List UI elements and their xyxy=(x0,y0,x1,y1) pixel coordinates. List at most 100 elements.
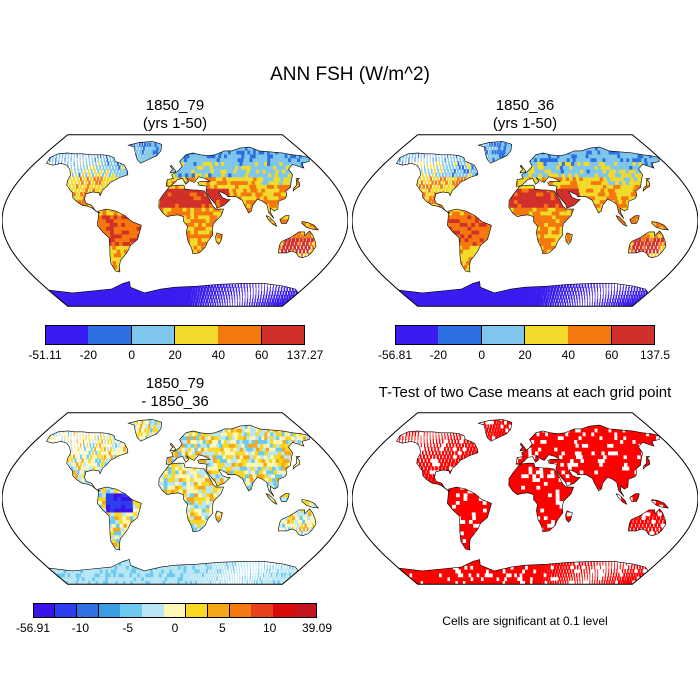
coastline-eurasia xyxy=(515,424,660,497)
panel2-title-line2: (yrs 1-50) xyxy=(492,115,558,132)
colorbar-swatch xyxy=(142,603,165,618)
colorbar-swatch xyxy=(164,603,187,618)
coastline-australia xyxy=(277,508,317,537)
colorbar-tick-label: 137.5 xyxy=(639,348,671,362)
coastline-newguinea xyxy=(301,221,320,231)
coastline-antarctica xyxy=(47,281,299,307)
colorbar-swatch xyxy=(131,325,176,345)
colorbar-swatch xyxy=(120,603,143,618)
significance-note: Cells are significant at 0.1 level xyxy=(442,614,608,628)
colorbar-tick-label: -20 xyxy=(429,348,447,362)
coastline-japan xyxy=(292,456,301,470)
coastline-madagascar xyxy=(215,232,223,245)
colorbar-swatch xyxy=(229,603,252,618)
panel4-title: T-Test of two Case means at each grid po… xyxy=(378,384,672,401)
colorbar-tick-label: -5 xyxy=(122,621,133,635)
map-border xyxy=(352,134,698,307)
coastline-greenland xyxy=(127,141,163,164)
coastline-greenland xyxy=(477,419,513,442)
map-border xyxy=(2,412,348,585)
coastline-newguinea xyxy=(651,499,670,509)
map-panel-1850-36 xyxy=(352,134,698,307)
coastline-southAmerica xyxy=(446,208,492,273)
coastline-northAmerica xyxy=(46,152,129,214)
colorbar-tick-label: -56.91 xyxy=(15,621,51,635)
coastline-borneo xyxy=(629,493,640,502)
coastline-japan xyxy=(642,456,651,470)
colorbar-swatch xyxy=(273,603,296,618)
coastline-northAmerica xyxy=(396,430,479,492)
coastline-greenland xyxy=(477,141,513,164)
colorbar-tick-label: 0 xyxy=(171,621,179,635)
colorbar-swatch xyxy=(98,603,121,618)
panel3-title: 1850_79 - 1850_36 xyxy=(0,375,350,411)
coastline-borneo xyxy=(629,215,640,224)
map-panel-ttest xyxy=(352,412,698,585)
coastline-madagascar xyxy=(565,510,573,523)
coastline-eurasia xyxy=(165,424,310,497)
colorbar-tick-label: 10 xyxy=(262,621,277,635)
coastline-newguinea xyxy=(651,221,670,231)
colorbar-tick-label: 20 xyxy=(168,348,182,362)
coastline-africa xyxy=(508,462,575,533)
panel2-title: 1850_36 (yrs 1-50) xyxy=(350,97,700,133)
colorbar-swatch xyxy=(481,325,526,345)
colorbar-tick-label: 60 xyxy=(254,348,269,362)
coastline-britain xyxy=(519,442,527,452)
coastline-southAmerica xyxy=(446,486,492,551)
coastline-antarctica xyxy=(47,559,299,585)
colorbar-tick-label: 39.09 xyxy=(301,621,333,635)
colorbar-tick-label: -56.81 xyxy=(377,348,413,362)
colorbar-1850-79: -51.11 -20 0 20 40 60 137.27 xyxy=(28,325,323,362)
colorbar-tick-label: 5 xyxy=(218,621,226,635)
panel2-title-line1: 1850_36 xyxy=(495,97,555,114)
coastline-northAmerica xyxy=(396,152,479,214)
map-border xyxy=(352,412,698,585)
coastline-madagascar xyxy=(565,232,573,245)
coastline-sumatra xyxy=(615,493,628,505)
coastline-britain xyxy=(169,164,177,174)
map-border xyxy=(2,134,348,307)
colorbar-swatch xyxy=(54,603,78,618)
coastline-africa xyxy=(508,184,575,255)
coastline-sumatra xyxy=(265,493,278,505)
colorbar-tick-label: 40 xyxy=(561,348,576,362)
colorbar-tick-label: 0 xyxy=(128,348,135,362)
coastline-borneo xyxy=(279,493,290,502)
coastline-japan xyxy=(642,178,651,192)
coastline-eurasia xyxy=(165,146,310,219)
colorbar-tick-label: 40 xyxy=(211,348,226,362)
colorbar-swatch xyxy=(185,603,209,618)
coastline-greenland xyxy=(127,419,163,442)
coastline-australia xyxy=(277,230,317,259)
coastline-africa xyxy=(158,184,225,255)
colorbar-1850-36: -56.81 -20 0 20 40 60 137.5 xyxy=(378,325,670,362)
panel1-title: 1850_79 (yrs 1-50) xyxy=(0,97,350,133)
map-panel-difference xyxy=(2,412,348,585)
colorbar-tick-label: -20 xyxy=(79,348,97,362)
figure-title: ANN FSH (W/m^2) xyxy=(270,64,430,85)
coastline-sumatra xyxy=(265,215,278,227)
coastline-newguinea xyxy=(301,499,320,509)
colorbar-difference: -56.91 -10 -5 0 5 10 39.09 xyxy=(16,603,332,635)
coastline-madagascar xyxy=(215,510,223,523)
coastline-southAmerica xyxy=(96,208,142,273)
colorbar-tick-label: 0 xyxy=(478,348,485,362)
coastline-borneo xyxy=(279,215,290,224)
coastline-southAmerica xyxy=(96,486,142,551)
coastline-britain xyxy=(519,164,527,174)
panel1-title-line2: (yrs 1-50) xyxy=(142,115,208,132)
coastline-africa xyxy=(158,462,225,533)
coastline-eurasia xyxy=(515,146,660,219)
colorbar-swatch xyxy=(207,603,231,618)
coastline-antarctica xyxy=(397,281,649,307)
coastline-sumatra xyxy=(615,215,628,227)
colorbar-tick-label: -51.11 xyxy=(28,348,62,362)
panel3-title-line2: - 1850_36 xyxy=(141,393,209,410)
colorbar-swatch xyxy=(33,603,56,618)
coastline-northAmerica xyxy=(46,430,129,492)
colorbar-swatch xyxy=(76,603,100,618)
coastline-australia xyxy=(627,230,667,259)
panel3-title-line1: 1850_79 xyxy=(145,375,205,392)
colorbar-tick-label: 20 xyxy=(518,348,532,362)
